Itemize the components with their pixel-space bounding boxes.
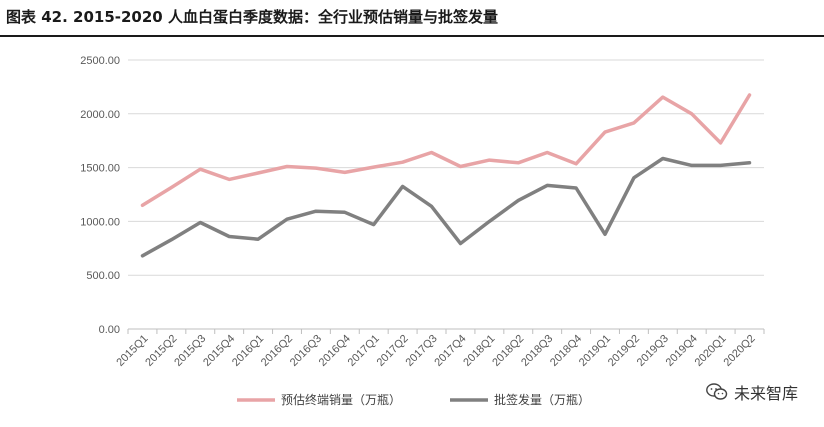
series-lines — [140, 93, 752, 258]
watermark-text: 未来智库 — [733, 384, 798, 403]
series-line-1 — [140, 93, 752, 208]
y-tick-label: 2500.00 — [80, 55, 120, 67]
y-tick-label: 2000.00 — [80, 109, 120, 121]
y-axis: 0.00 500.00 1000.00 1500.00 2000.00 2500.00 — [80, 55, 120, 336]
watermark: 未来智库 — [706, 380, 798, 404]
legend: 预估终端销量（万瓶） 批签发量（万瓶） — [237, 392, 590, 407]
series-line-2 — [140, 156, 752, 258]
x-axis: 2015Q12015Q22015Q32015Q42016Q12016Q22016… — [114, 328, 765, 369]
legend-label: 批签发量（万瓶） — [494, 392, 590, 407]
x-tick-label: 2020Q2 — [721, 333, 757, 369]
y-tick-label: 0.00 — [99, 324, 120, 336]
y-tick-label: 1500.00 — [80, 163, 120, 175]
chart-title: 图表 42. 2015-2020 人血白蛋白季度数据：全行业预估销量与批签发量 — [6, 8, 498, 26]
y-tick-label: 1000.00 — [80, 216, 120, 228]
title-underline — [0, 35, 824, 37]
y-tick-label: 500.00 — [86, 270, 120, 282]
wechat-icon — [706, 383, 728, 400]
legend-label: 预估终端销量（万瓶） — [281, 392, 401, 407]
